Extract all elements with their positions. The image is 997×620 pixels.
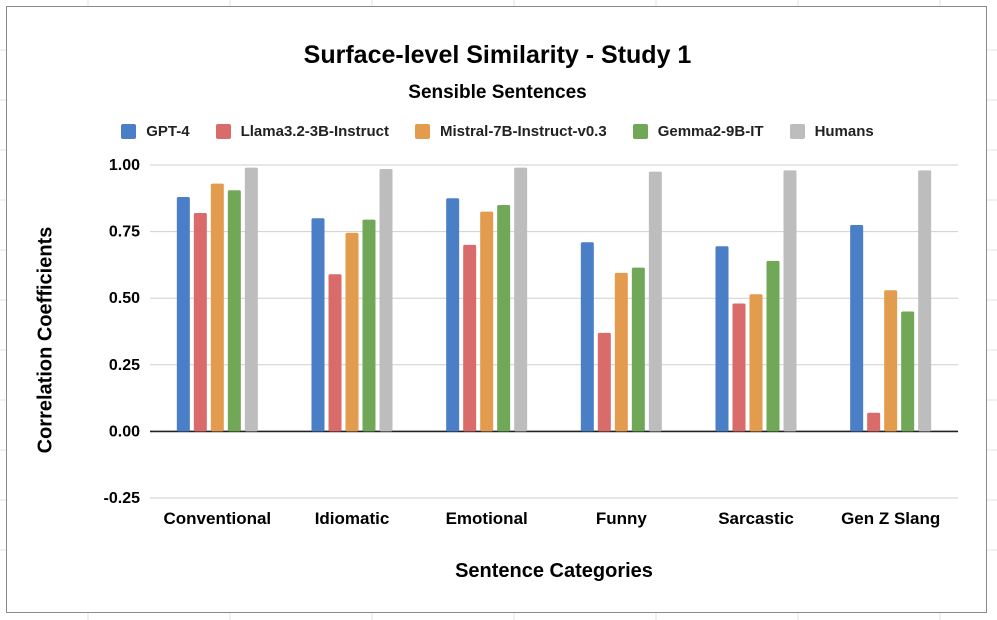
legend-swatch	[789, 124, 805, 139]
bar-gpt-4-funny	[580, 242, 594, 432]
legend-swatch	[414, 124, 430, 139]
chart-legend: GPT-4 Llama3.2-3B-Instruct Mistral-7B-Inst…	[7, 123, 988, 140]
bar-gpt-4-conventional	[176, 196, 190, 432]
bar-mistral-7b-instruct-v0-3-sarcastic	[749, 294, 763, 432]
legend-item-3: Gemma2-9B-IT	[632, 123, 764, 140]
bar-llama3-2-3b-instruct-emotional	[463, 244, 477, 432]
y-tick-label: 1.00	[109, 157, 140, 174]
x-tick-label: Funny	[596, 509, 648, 528]
bar-llama3-2-3b-instruct-funny	[597, 332, 611, 432]
bar-gemma2-9b-it-conventional	[227, 190, 241, 432]
bar-mistral-7b-instruct-v0-3-emotional	[480, 211, 494, 432]
bar-mistral-7b-instruct-v0-3-gen-z-slang	[884, 290, 898, 432]
x-tick-label: Emotional	[446, 509, 528, 528]
bar-humans-sarcastic	[783, 170, 797, 432]
legend-swatch	[121, 124, 137, 139]
bar-humans-emotional	[514, 167, 528, 432]
y-tick-label: 0.50	[109, 290, 140, 307]
bar-humans-conventional	[244, 167, 258, 432]
legend-label: Humans	[814, 123, 874, 140]
bar-gpt-4-sarcastic	[715, 246, 729, 432]
bar-gemma2-9b-it-emotional	[497, 204, 511, 432]
bar-gpt-4-gen-z-slang	[850, 224, 864, 432]
bar-gpt-4-emotional	[446, 198, 460, 432]
x-tick-label: Gen Z Slang	[841, 509, 940, 528]
bar-gemma2-9b-it-gen-z-slang	[901, 311, 915, 432]
legend-swatch	[215, 124, 231, 139]
legend-item-0: GPT-4	[121, 123, 190, 140]
bar-gemma2-9b-it-funny	[631, 267, 645, 432]
bar-gemma2-9b-it-sarcastic	[766, 260, 780, 432]
x-tick-label: Sarcastic	[718, 509, 794, 528]
x-tick-label: Idiomatic	[315, 509, 390, 528]
bar-mistral-7b-instruct-v0-3-conventional	[210, 183, 224, 432]
x-tick-label: Conventional	[163, 509, 271, 528]
x-axis-label: Sentence Categories	[455, 560, 653, 582]
bar-mistral-7b-instruct-v0-3-idiomatic	[345, 232, 359, 432]
legend-item-2: Mistral-7B-Instruct-v0.3	[414, 123, 607, 140]
y-tick-label: 0.25	[109, 357, 140, 374]
bar-gpt-4-idiomatic	[311, 218, 325, 432]
chart-subtitle: Sensible Sentences	[408, 82, 587, 103]
y-tick-label: 0.75	[109, 224, 140, 241]
bar-llama3-2-3b-instruct-sarcastic	[732, 303, 746, 432]
bar-llama3-2-3b-instruct-idiomatic	[328, 274, 342, 432]
chart-title: Surface-level Similarity - Study 1	[303, 41, 692, 69]
legend-item-1: Llama3.2-3B-Instruct	[215, 123, 389, 140]
bar-humans-funny	[648, 171, 662, 432]
legend-label: Gemma2-9B-IT	[657, 123, 764, 140]
bar-humans-idiomatic	[379, 168, 393, 432]
legend-label: GPT-4	[146, 123, 190, 140]
legend-label: Llama3.2-3B-Instruct	[240, 123, 389, 140]
bar-humans-gen-z-slang	[918, 170, 932, 432]
y-tick-label: -0.25	[104, 490, 141, 507]
bar-gemma2-9b-it-idiomatic	[362, 219, 376, 432]
bar-llama3-2-3b-instruct-conventional	[193, 212, 207, 432]
y-tick-label: 0.00	[109, 423, 140, 440]
legend-item-4: Humans	[789, 123, 874, 140]
legend-swatch	[632, 124, 648, 139]
bar-llama3-2-3b-instruct-gen-z-slang	[867, 412, 881, 432]
chart-container[interactable]: Surface-level Similarity - Study 1 Sensi…	[6, 6, 987, 613]
bar-mistral-7b-instruct-v0-3-funny	[614, 272, 628, 432]
legend-label: Mistral-7B-Instruct-v0.3	[439, 123, 607, 140]
